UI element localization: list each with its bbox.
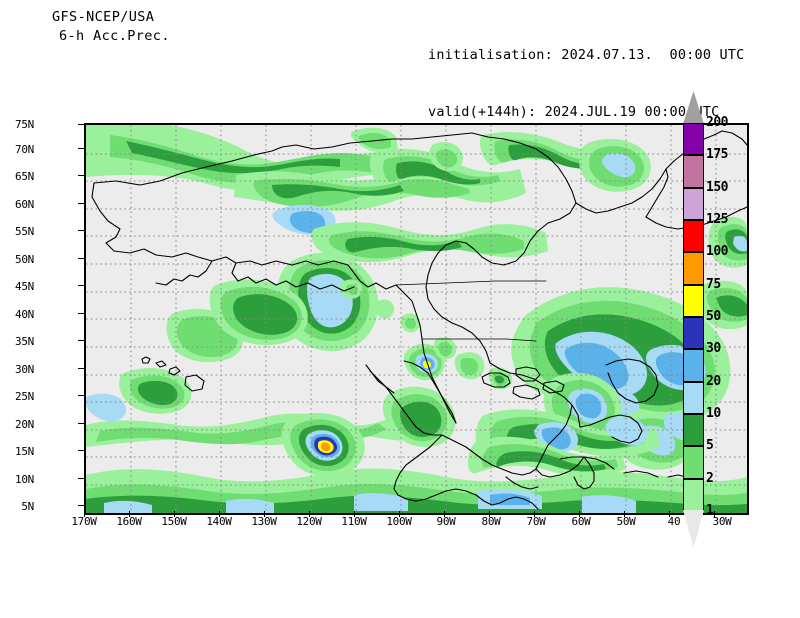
colorbar-segment [683,155,704,188]
y-axis-tick [78,313,84,314]
colorbar-tick-label: 75 [706,276,721,292]
map-canvas [86,125,747,513]
y-axis-tick [78,340,84,341]
x-tick-label: 80W [481,515,501,528]
y-tick-label: 40N [15,308,34,321]
colorbar-segment [683,349,704,382]
x-tick-label: 40 [667,515,681,528]
x-axis-tick [399,511,400,517]
y-axis-tick [78,423,84,424]
colorbar[interactable] [683,123,704,511]
x-axis-tick [264,511,265,517]
colorbar-tick-label: 2 [706,470,714,486]
x-tick-label: 70W [526,515,546,528]
x-tick-label: 90W [436,515,456,528]
y-tick-label: 5N [21,500,34,513]
colorbar-tick-label: 125 [706,212,728,227]
x-axis-tick [309,511,310,517]
x-tick-label: 50W [616,515,636,528]
x-axis-tick [84,511,85,517]
colorbar-tick-label: 150 [706,179,728,195]
colorbar-tick-label: 5 [706,438,714,454]
y-tick-label: 65N [15,170,34,183]
field-name: 6-h Acc.Prec. [59,28,170,44]
precipitation-map [86,125,747,513]
x-axis-tick [174,511,175,517]
y-tick-label: 55N [15,225,34,238]
x-axis-tick [129,511,130,517]
x-tick-label: 60W [571,515,591,528]
y-axis-tick [78,203,84,204]
x-axis-tick [444,511,445,517]
x-tick-label: 130W [251,515,277,528]
colorbar-under-arrow [683,510,704,548]
y-tick-label: 50N [15,253,34,266]
x-tick-label: 150W [161,515,187,528]
colorbar-segment [683,252,704,285]
y-tick-label: 70N [15,143,34,156]
y-axis-tick [78,450,84,451]
colorbar-tick-label: 1 [706,503,714,518]
x-axis-tick [219,511,220,517]
x-axis-tick [534,511,535,517]
x-axis-tick [579,511,580,517]
x-axis-tick [624,511,625,517]
y-tick-label: 45N [15,280,34,293]
colorbar-segment [683,478,704,511]
x-tick-label: 160W [116,515,142,528]
colorbar-tick-label: 50 [706,309,721,324]
map-plot-area[interactable] [84,123,749,515]
y-tick-label: 75N [15,118,34,131]
y-axis-tick [78,148,84,149]
colorbar-tick-label: 175 [706,147,728,163]
colorbar-segment [683,123,704,156]
y-axis-tick [78,175,84,176]
x-tick-label: 30W [712,515,732,528]
y-axis-tick [78,395,84,396]
x-tick-label: 140W [206,515,232,528]
x-tick-label: 110W [341,515,367,528]
coastlines [91,130,747,510]
model-name: GFS-NCEP/USA [52,9,155,25]
x-axis-tick [714,511,715,517]
y-tick-label: 35N [15,335,34,348]
x-axis-tick [669,511,670,517]
x-axis-tick [489,511,490,517]
colorbar-segment [683,220,704,253]
x-tick-label: 120W [296,515,322,528]
colorbar-tick-label: 100 [706,244,728,260]
colorbar-segment [683,284,704,317]
colorbar-segment [683,317,704,350]
y-tick-label: 30N [15,363,34,376]
x-axis-tick [354,511,355,517]
colorbar-tick-label: 30 [706,341,721,357]
initialisation-time: initialisation: 2024.07.13. 00:00 UTC [428,47,745,63]
y-axis-tick [78,478,84,479]
y-axis-tick [78,230,84,231]
y-axis-tick [78,505,84,506]
y-axis-tick [78,285,84,286]
y-tick-label: 25N [15,390,34,403]
y-tick-label: 20N [15,418,34,431]
colorbar-tick-label: 200 [706,115,728,130]
colorbar-segment [683,414,704,447]
y-tick-label: 15N [15,445,34,458]
header-model-info: GFS-NCEP/USA 6-h Acc.Prec. [52,8,170,46]
colorbar-segment [683,187,704,220]
x-tick-label: 170W [71,515,97,528]
colorbar-tick-label: 20 [706,373,721,389]
colorbar-tick-label: 10 [706,406,721,421]
colorbar-segment [683,381,704,414]
colorbar-segment [683,446,704,479]
y-tick-label: 10N [15,473,34,486]
header-time-info: initialisation: 2024.07.13. 00:00 UTC va… [428,8,744,141]
y-axis-tick [78,258,84,259]
y-tick-label: 60N [15,198,34,211]
colorbar-over-arrow [683,91,704,124]
x-tick-label: 100W [386,515,412,528]
y-axis-tick [78,124,84,125]
y-axis-tick [78,368,84,369]
